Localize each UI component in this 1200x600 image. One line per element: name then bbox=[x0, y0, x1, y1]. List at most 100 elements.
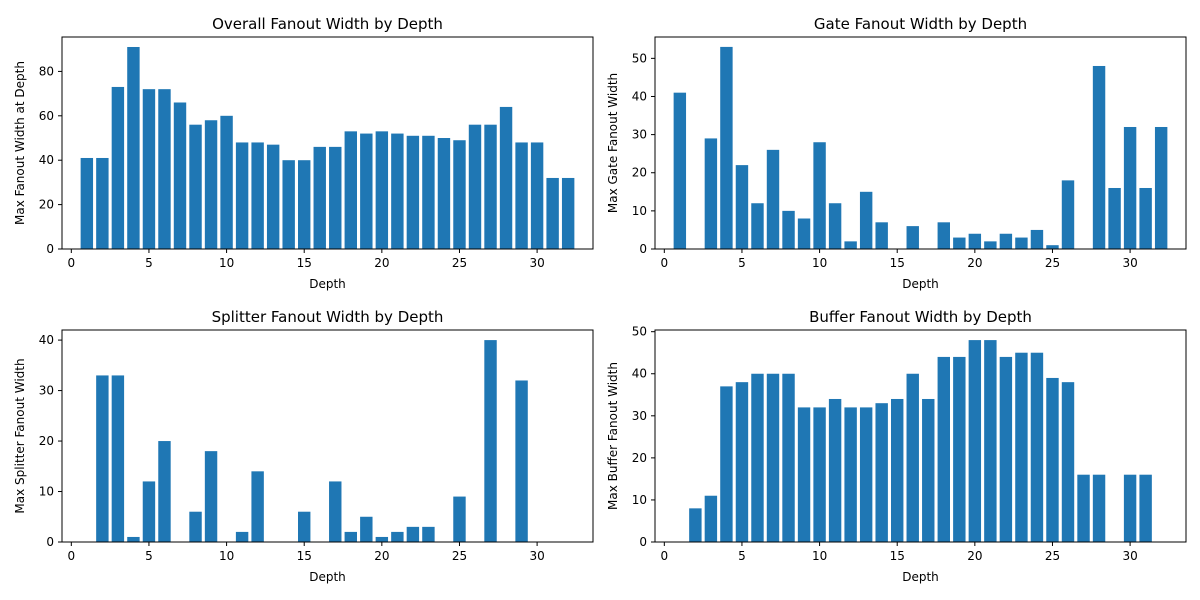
bar bbox=[1030, 229, 1044, 249]
bar bbox=[766, 149, 780, 249]
bar bbox=[360, 133, 373, 249]
subplot-1: 0 5 10 15 20 25 30 0 20 40 60 80 Overall Fanout Widt… bbox=[13, 15, 594, 291]
bar bbox=[142, 481, 156, 542]
x-tick-label: 30 bbox=[529, 549, 544, 563]
y-tick-label: 10 bbox=[632, 493, 647, 507]
bar bbox=[158, 441, 171, 542]
bar bbox=[96, 157, 109, 249]
y-axis-label: Max Splitter Fanout Width bbox=[13, 358, 27, 513]
bar bbox=[735, 165, 749, 249]
x-tick-label: 25 bbox=[452, 549, 467, 563]
bar bbox=[80, 157, 94, 249]
bar bbox=[937, 356, 950, 542]
bar bbox=[515, 142, 528, 249]
bar bbox=[266, 144, 280, 249]
bar bbox=[1139, 187, 1152, 249]
x-tick-label: 30 bbox=[529, 256, 544, 270]
bar bbox=[360, 516, 373, 542]
bar bbox=[968, 233, 982, 249]
bar bbox=[1030, 352, 1044, 542]
bar bbox=[751, 373, 764, 542]
bar bbox=[1108, 187, 1121, 249]
x-axis-label: Depth bbox=[309, 570, 346, 584]
bar bbox=[1154, 126, 1168, 249]
x-axis-label: Depth bbox=[902, 570, 939, 584]
bar bbox=[844, 407, 857, 542]
y-tick-label: 80 bbox=[39, 64, 54, 78]
y-tick-label: 30 bbox=[39, 384, 54, 398]
bar bbox=[720, 386, 733, 542]
bar bbox=[1061, 180, 1075, 249]
bar bbox=[220, 115, 233, 249]
x-tick-label: 15 bbox=[890, 549, 905, 563]
y-tick-label: 0 bbox=[46, 242, 54, 256]
axes-frame bbox=[654, 36, 1187, 250]
y-tick-label: 10 bbox=[39, 485, 54, 499]
x-tick-label: 5 bbox=[145, 256, 153, 270]
x-tick-label: 10 bbox=[219, 256, 234, 270]
x-tick-label: 10 bbox=[812, 256, 827, 270]
bar bbox=[859, 191, 873, 249]
x-tick-label: 25 bbox=[452, 256, 467, 270]
x-tick-label: 5 bbox=[145, 549, 153, 563]
bar bbox=[782, 373, 795, 542]
chart-title: Overall Fanout Width by Depth bbox=[212, 15, 443, 33]
bar bbox=[1092, 474, 1106, 542]
y-tick-label: 40 bbox=[632, 89, 647, 103]
bar bbox=[813, 142, 826, 249]
bar bbox=[344, 531, 357, 542]
y-tick-label: 20 bbox=[39, 198, 54, 212]
bar bbox=[828, 398, 842, 542]
x-tick-label: 15 bbox=[297, 256, 312, 270]
bar bbox=[111, 86, 125, 249]
x-tick-label: 10 bbox=[219, 549, 234, 563]
bar bbox=[453, 496, 466, 542]
bar bbox=[875, 403, 888, 542]
bar bbox=[673, 92, 687, 249]
x-axis-label: Depth bbox=[902, 277, 939, 291]
y-tick-label: 10 bbox=[632, 204, 647, 218]
bar bbox=[468, 124, 482, 249]
x-tick-label: 15 bbox=[890, 256, 905, 270]
bar bbox=[906, 226, 919, 249]
bar bbox=[142, 89, 156, 249]
bar bbox=[173, 102, 187, 250]
y-tick-label: 60 bbox=[39, 109, 54, 123]
bar bbox=[96, 375, 109, 542]
bar bbox=[546, 177, 559, 249]
bar bbox=[251, 142, 264, 249]
bar bbox=[406, 135, 420, 249]
bar bbox=[298, 160, 311, 249]
axes-frame bbox=[61, 36, 594, 250]
x-tick-label: 25 bbox=[1045, 256, 1060, 270]
bar bbox=[515, 380, 528, 542]
bar bbox=[689, 508, 702, 542]
bar bbox=[127, 536, 140, 542]
bar bbox=[406, 526, 420, 542]
bar bbox=[1139, 474, 1152, 542]
bar bbox=[344, 131, 357, 249]
bar bbox=[453, 140, 466, 249]
bar bbox=[1046, 377, 1059, 542]
bar bbox=[953, 356, 966, 542]
bar bbox=[298, 511, 311, 542]
y-tick-label: 40 bbox=[39, 153, 54, 167]
bar bbox=[875, 222, 888, 249]
bar bbox=[859, 407, 873, 542]
bar bbox=[968, 340, 982, 542]
bar bbox=[1123, 126, 1137, 249]
bar bbox=[891, 398, 904, 542]
y-tick-label: 30 bbox=[632, 128, 647, 142]
bar bbox=[751, 203, 764, 249]
bar bbox=[1092, 65, 1106, 249]
bar bbox=[984, 340, 997, 542]
x-tick-label: 20 bbox=[374, 256, 389, 270]
chart-title: Gate Fanout Width by Depth bbox=[814, 15, 1027, 33]
x-tick-label: 30 bbox=[1122, 549, 1137, 563]
bar bbox=[844, 241, 857, 249]
y-tick-label: 40 bbox=[39, 333, 54, 347]
bar bbox=[375, 131, 389, 249]
x-tick-label: 30 bbox=[1122, 256, 1137, 270]
y-tick-label: 20 bbox=[632, 451, 647, 465]
bar bbox=[828, 203, 842, 249]
